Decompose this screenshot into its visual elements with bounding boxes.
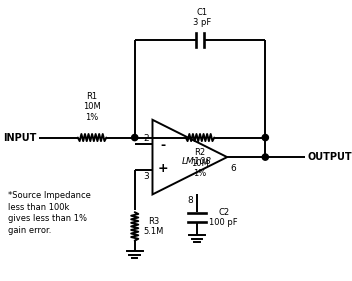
Circle shape	[262, 134, 269, 141]
Circle shape	[262, 154, 269, 160]
Text: 8: 8	[188, 196, 193, 205]
Text: R3
5.1M: R3 5.1M	[144, 217, 164, 236]
Text: R1
10M
1%: R1 10M 1%	[83, 92, 101, 122]
Text: R2
10M
1%: R2 10M 1%	[191, 148, 209, 178]
Circle shape	[132, 134, 138, 141]
Text: C2
100 pF: C2 100 pF	[209, 208, 238, 227]
Text: 6: 6	[231, 164, 237, 173]
Text: OUTPUT: OUTPUT	[307, 152, 352, 162]
Text: C1
3 pF: C1 3 pF	[193, 8, 211, 27]
Text: *Source Impedance
less than 100k
gives less than 1%
gain error.: *Source Impedance less than 100k gives l…	[8, 191, 90, 235]
Text: LM108: LM108	[182, 157, 212, 166]
Text: -: -	[161, 139, 166, 152]
Text: +: +	[158, 162, 169, 175]
Text: 2: 2	[143, 134, 149, 143]
Text: INPUT: INPUT	[4, 133, 37, 142]
Text: 3: 3	[143, 172, 149, 181]
